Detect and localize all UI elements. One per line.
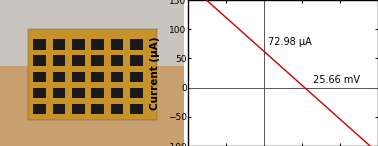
Bar [33, 72, 46, 82]
FancyBboxPatch shape [0, 66, 184, 146]
Bar [130, 72, 143, 82]
Bar [130, 104, 143, 114]
Bar [111, 104, 124, 114]
Bar [111, 88, 124, 98]
Bar [53, 55, 65, 66]
Bar [72, 88, 85, 98]
Bar [53, 39, 65, 50]
Bar [72, 72, 85, 82]
Bar [130, 39, 143, 50]
Bar [130, 88, 143, 98]
Bar [130, 55, 143, 66]
Bar [91, 55, 104, 66]
Text: 72.98 μA: 72.98 μA [268, 37, 311, 47]
Bar [53, 72, 65, 82]
Bar [111, 55, 124, 66]
Bar [91, 39, 104, 50]
Bar [72, 104, 85, 114]
FancyBboxPatch shape [0, 0, 184, 66]
Bar [91, 104, 104, 114]
FancyBboxPatch shape [28, 29, 156, 120]
Bar [53, 88, 65, 98]
Bar [91, 88, 104, 98]
Bar [33, 55, 46, 66]
Bar [53, 104, 65, 114]
Text: 25.66 mV: 25.66 mV [313, 75, 360, 85]
Bar [72, 55, 85, 66]
Bar [33, 104, 46, 114]
Bar [33, 39, 46, 50]
Y-axis label: Current (μA): Current (μA) [150, 36, 161, 110]
Bar [33, 88, 46, 98]
Bar [111, 72, 124, 82]
Bar [111, 39, 124, 50]
Bar [91, 72, 104, 82]
Bar [72, 39, 85, 50]
